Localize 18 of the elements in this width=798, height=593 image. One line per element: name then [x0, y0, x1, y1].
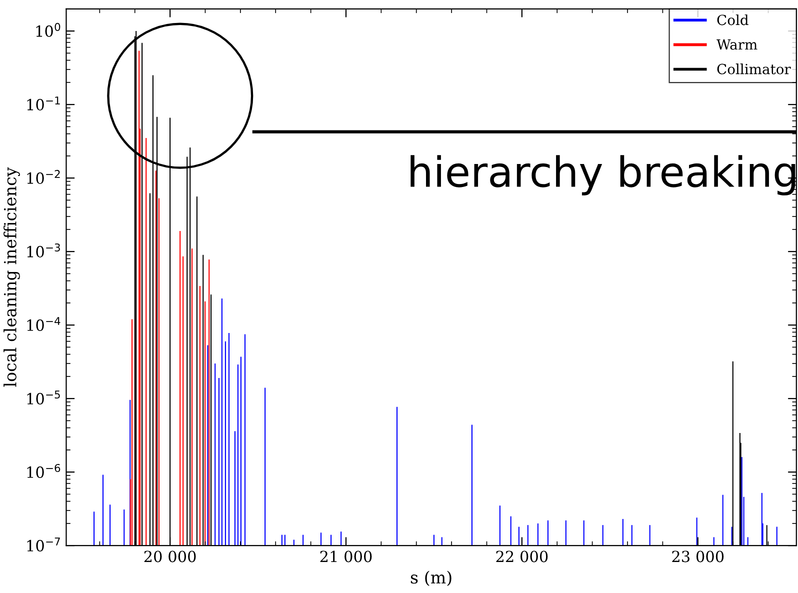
y-tick-label: 10$^{−2}$: [27, 170, 60, 184]
legend-label: Warm: [716, 39, 758, 50]
y-tick-label: 10$^{−3}$: [27, 243, 60, 258]
legend-label: Collimator: [717, 64, 791, 74]
x-tick-label: 22 000: [496, 550, 548, 562]
y-tick-label: 10$^{−6}$: [27, 464, 60, 478]
x-axis-title: s (m): [410, 570, 452, 586]
y-axis-title: local cleaning inefficiency: [4, 167, 20, 387]
x-tick-label: 21 000: [320, 550, 372, 562]
y-tick-label: 10$^{−1}$: [27, 96, 60, 110]
y-tick-label: 10$^{−7}$: [27, 538, 60, 552]
annotation: hierarchy breaking: [410, 155, 796, 196]
x-tick-label: 23 000: [672, 550, 724, 562]
y-tick-label: 10$^{−5}$: [27, 390, 60, 404]
y-tick-label: 10$^{0}$: [36, 22, 60, 37]
y-tick-label: 10$^{−4}$: [27, 317, 60, 331]
legend-label: Cold: [717, 14, 748, 26]
x-tick-label: 20 000: [144, 550, 196, 562]
